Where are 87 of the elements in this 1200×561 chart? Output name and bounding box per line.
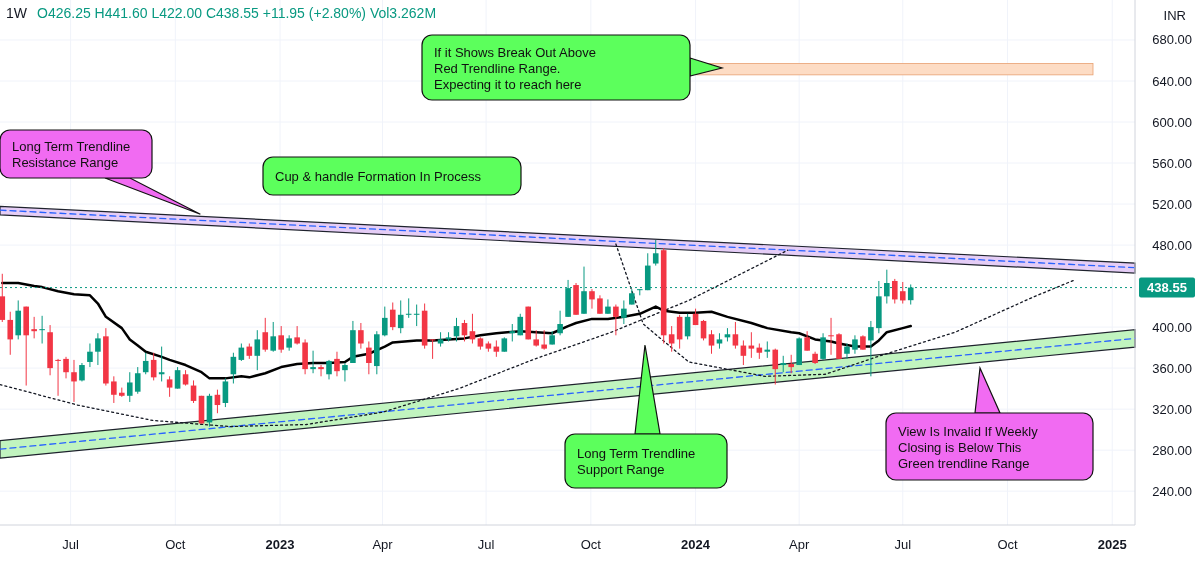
x-tick-label: Oct: [165, 536, 186, 552]
candlestick: [652, 239, 659, 267]
candlestick: [71, 359, 77, 403]
candlestick: [852, 334, 858, 355]
candlestick: [326, 359, 332, 380]
candlestick: [79, 362, 85, 382]
candlestick: [0, 273, 6, 323]
y-tick-label: 680.00: [1152, 32, 1192, 48]
candlestick: [334, 351, 340, 377]
candlestick: [174, 366, 181, 390]
y-tick-label: 320.00: [1152, 401, 1192, 417]
candlestick: [820, 332, 826, 361]
y-tick-label: 360.00: [1152, 360, 1192, 376]
candlestick: [621, 299, 627, 325]
y-tick-label: 560.00: [1152, 155, 1192, 171]
x-tick-label: 2024: [681, 536, 711, 552]
candlestick: [668, 325, 675, 353]
candlestick: [397, 299, 404, 334]
y-tick-label: 640.00: [1152, 73, 1192, 89]
annotation: Long Term Trendline Support Range: [577, 445, 696, 477]
candlestick: [310, 350, 316, 374]
candlestick: [87, 343, 93, 368]
y-tick-label: 240.00: [1152, 483, 1192, 499]
y-tick-label: 400.00: [1152, 319, 1192, 335]
candlestick: [605, 298, 611, 315]
candlestick: [254, 329, 261, 371]
candlestick: [95, 332, 101, 366]
candlestick: [278, 325, 284, 354]
x-tick-label: Apr: [372, 536, 394, 552]
candlestick: [899, 281, 906, 305]
candlestick: [294, 325, 300, 346]
chart-title: 1W: [6, 5, 28, 21]
x-tick-label: Oct: [997, 536, 1018, 552]
candlestick: [613, 304, 619, 336]
ref-line-label: 438.55: [1147, 280, 1187, 296]
x-tick-label: Oct: [580, 536, 602, 552]
candlestick: [342, 362, 348, 382]
x-tick-label: Jul: [477, 536, 495, 552]
candlestick: [541, 329, 547, 351]
candlestick: [557, 310, 563, 336]
candlestick: [358, 322, 364, 350]
annotation: If it Shows Break Out Above Red Trendline Range. Expecting it to reach here: [434, 44, 596, 91]
candlestick: [142, 352, 149, 375]
candlestick: [55, 358, 61, 397]
y-tick-label: 280.00: [1152, 442, 1192, 458]
candlestick: [732, 321, 739, 350]
candlestick: [764, 340, 771, 359]
candlestick: [804, 330, 810, 352]
candlestick: [262, 317, 269, 353]
annotation: Cup & handle Formation In Process: [275, 168, 482, 184]
y-tick-label: 600.00: [1152, 114, 1192, 130]
candlestick: [844, 343, 850, 360]
line-series: [1, 281, 912, 380]
candlestick: [891, 278, 898, 305]
x-tick-label: Apr: [789, 536, 810, 552]
y-tick-label: 480.00: [1152, 237, 1192, 253]
candlestick: [381, 306, 388, 337]
y-tick-label: 520.00: [1152, 196, 1192, 212]
annotation: View Is Invalid If Weekly Closing is Below This Green trendline Range: [898, 423, 1039, 470]
candlestick: [868, 320, 874, 377]
candlestick: [589, 288, 595, 310]
candlestick: [828, 317, 834, 356]
x-tick-label: 2023: [265, 536, 295, 552]
candlestick: [389, 301, 396, 331]
candlestick: [366, 340, 372, 375]
candlestick: [788, 354, 794, 374]
candlestick: [126, 371, 133, 403]
candlestick: [772, 348, 779, 386]
candlestick: [166, 375, 173, 398]
candlestick: [318, 364, 324, 377]
annotation: Long Term Trendline Resistance Range: [12, 138, 131, 170]
x-tick-label: Jul: [894, 536, 912, 552]
candlestick: [39, 315, 45, 345]
candlestick: [222, 377, 229, 408]
x-tick-label: Jul: [62, 536, 79, 552]
x-tick-label: 2025: [1097, 536, 1127, 552]
candlestick: [134, 366, 141, 395]
candlestick: [31, 316, 37, 339]
chart-subtitle: O426.25 H441.60 L422.00 C438.55 +11.95 (+2.80%) Vol3.262M: [37, 5, 437, 21]
candlestick: [597, 294, 603, 315]
candlestick: [111, 375, 117, 404]
y-axis-title: INR: [1163, 7, 1186, 23]
candlestick: [7, 311, 14, 356]
candlestick: [708, 329, 715, 355]
candlestick: [63, 356, 69, 379]
candlestick: [158, 346, 165, 382]
candlestick: [270, 321, 277, 353]
